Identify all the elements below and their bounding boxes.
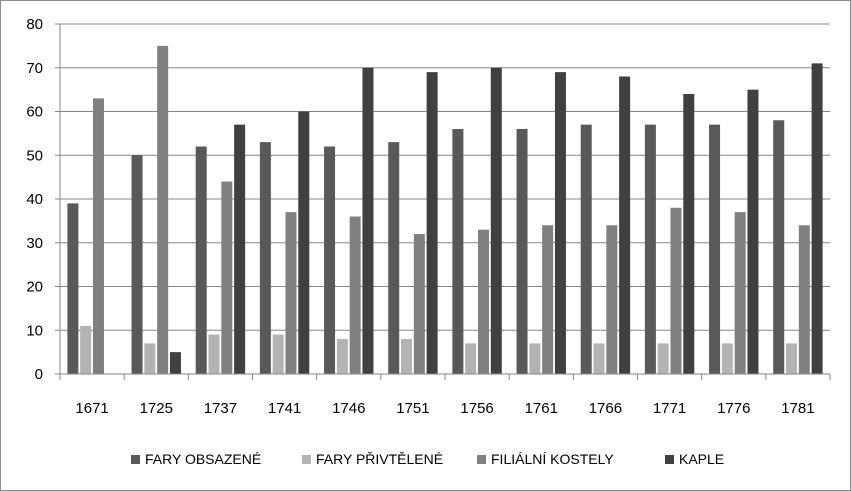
x-tick-label: 1737 [204,400,237,417]
bar [349,216,361,374]
bar [131,155,143,374]
bar [336,339,348,374]
x-tick-label: 1756 [460,400,493,417]
bar [644,124,656,374]
y-tick-labels: 0 10 20 30 40 50 60 70 80 [26,16,43,383]
legend-swatch [131,455,140,464]
bar [465,343,477,374]
bar [798,225,810,374]
bar [401,339,413,374]
x-tick-label: 1741 [268,400,301,417]
bar [67,203,79,374]
bar [195,146,207,374]
y-tick-label: 40 [26,191,43,208]
bar [683,94,695,374]
y-tick-label: 80 [26,16,43,33]
bar [593,343,605,374]
legend-label: FARY OBSAZENÉ [145,451,261,467]
bar [92,98,104,374]
bar [657,343,669,374]
bar [619,76,631,374]
gridlines [60,23,830,331]
bar [157,45,169,374]
x-tick-label: 1751 [396,400,429,417]
bar [529,343,541,374]
y-tick-label: 30 [26,235,43,252]
bars [67,45,823,374]
x-tick-label: 1671 [75,400,108,417]
bar [606,225,618,374]
bar [221,181,233,374]
bar [413,234,425,374]
x-tick-label: 1781 [781,400,814,417]
bar [490,67,502,374]
bar [670,207,682,374]
legend-swatch [665,455,674,464]
x-tick-label: 1761 [525,400,558,417]
legend: FARY OBSAZENÉ FARY PŘIVTĚLENÉ FILIÁLNÍ KOS… [131,451,724,467]
x-tick-labels: 1671 1725 1737 1741 1746 1751 1756 1761 1766 1771… [75,400,814,417]
y-tick-label: 0 [35,366,43,383]
y-tick-label: 60 [26,104,43,121]
legend-label: KAPLE [679,451,724,467]
bar [786,343,798,374]
legend-swatch [477,455,486,464]
y-tick-label: 50 [26,147,43,164]
bar [426,72,438,374]
bar [580,124,592,374]
bar [747,89,759,374]
bar [169,352,181,374]
legend-label: FARY PŘIVTĚLENÉ [316,451,443,467]
bar [734,212,746,374]
bar [452,129,464,374]
bar [234,124,246,374]
x-tick-label: 1766 [589,400,622,417]
x-tick-label: 1776 [717,400,750,417]
x-tick-label: 1725 [140,400,173,417]
bar [272,334,284,374]
bar [542,225,554,374]
x-tick-label: 1746 [332,400,365,417]
y-tick-label: 10 [26,322,43,339]
bar [516,129,528,374]
x-tick-label: 1771 [653,400,686,417]
bar [388,142,400,374]
bar [477,229,489,374]
axes [55,23,831,380]
bar [298,111,310,374]
legend-swatch [302,455,311,464]
bar [362,67,374,374]
bar [208,334,220,374]
bar [721,343,733,374]
bar [80,325,92,374]
bar [144,343,156,374]
bar [811,63,823,374]
bar [709,124,721,374]
bar [259,142,271,374]
bar [324,146,336,374]
y-tick-label: 20 [26,279,43,296]
bar [773,120,785,374]
bar [285,212,297,374]
bar [554,72,566,374]
legend-label: FILIÁLNÍ KOSTELY [491,451,614,467]
y-tick-label: 70 [26,60,43,77]
